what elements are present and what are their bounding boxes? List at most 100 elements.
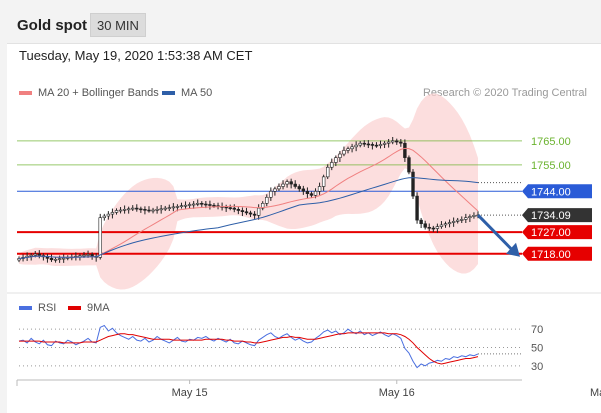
candle-body: [200, 202, 204, 205]
candle-body: [390, 140, 395, 143]
candle-body: [455, 219, 460, 222]
level-tag-support: [522, 246, 592, 261]
candle-body: [61, 257, 66, 260]
candle-body: [171, 206, 176, 209]
candle-body: [90, 254, 94, 257]
candle-body: [33, 253, 37, 256]
rsi-swatch: [19, 306, 32, 310]
candle-body: [236, 209, 241, 211]
ma50-swatch: [162, 91, 175, 95]
candle-body: [151, 209, 155, 212]
candle-body: [57, 258, 62, 260]
candle-body: [49, 258, 54, 261]
candle-body: [86, 254, 90, 256]
instrument-title: Gold spot: [17, 17, 87, 34]
candle-body: [82, 254, 86, 257]
candle-body: [435, 226, 440, 229]
chart-datetime: Tuesday, May 19, 2020 1:53:38 AM CET: [19, 48, 253, 63]
candle-body: [330, 162, 334, 168]
candle-body: [143, 209, 147, 211]
rsi-grid: 70 50 30: [7, 292, 601, 373]
candle-body: [297, 186, 301, 190]
bollinger-bands: [19, 93, 478, 290]
legend-ma50: MA 50: [162, 87, 212, 99]
interval-button[interactable]: 30 MIN: [90, 13, 146, 37]
candle-body: [386, 141, 391, 144]
candle-body: [293, 183, 297, 187]
candle-body: [346, 148, 350, 151]
candles: [17, 136, 480, 263]
candle-body: [338, 153, 342, 158]
candle-body: [443, 223, 448, 226]
chart-header: Gold spot 30 MIN: [7, 7, 601, 43]
candle-body: [334, 157, 338, 163]
level-tag-last: [522, 208, 592, 223]
candle-body: [358, 142, 362, 146]
legend-ma9-label: 9MA: [87, 302, 110, 314]
candle-body: [362, 142, 366, 145]
x-tick-label: May 19: [590, 387, 601, 399]
forecast-arrow-shaft: [476, 214, 516, 253]
candle-body: [382, 142, 387, 145]
legend-ma50-label: MA 50: [181, 87, 213, 99]
candle-body: [415, 195, 419, 221]
candle-body: [419, 219, 423, 225]
candle-body: [191, 203, 196, 206]
candle-body: [106, 213, 111, 217]
candle-body: [131, 207, 135, 210]
candle-body: [126, 208, 131, 211]
level-label: 1727.00: [531, 227, 571, 239]
legend-ma9: 9MA: [68, 302, 110, 314]
candle-body: [175, 206, 180, 208]
legend-ma-bb: MA 20 + Bollinger Bands: [19, 87, 159, 99]
candle-body: [411, 171, 415, 197]
candle-body: [326, 166, 330, 178]
research-credit: Research © 2020 Trading Central: [422, 87, 587, 99]
candle-body: [208, 204, 212, 206]
candle-body: [159, 208, 163, 211]
candle-body: [313, 190, 318, 196]
candle-body: [370, 144, 375, 146]
candle-body: [366, 143, 371, 146]
candle-body: [155, 209, 159, 211]
ma9-line: [19, 332, 479, 365]
ma9-swatch: [68, 306, 81, 310]
x-tick-label: May 15: [172, 387, 208, 399]
ma50-line: [18, 177, 479, 260]
legend-rsi: RSI: [19, 302, 56, 314]
candle-body: [265, 196, 269, 204]
candle-body: [45, 256, 50, 259]
level-label: 1744.00: [531, 186, 571, 198]
candle-body: [139, 208, 143, 211]
candle-body: [285, 181, 289, 185]
candle-body: [354, 144, 358, 148]
overlays: [18, 147, 522, 260]
candle-body: [395, 140, 399, 143]
x-axis: May 15 May 16 May 19: [16, 379, 601, 399]
rsi-level-label: 50: [531, 343, 543, 355]
candle-body: [374, 144, 379, 147]
candle-body: [427, 227, 431, 229]
candle-body: [244, 211, 249, 214]
ma-bb-swatch: [19, 91, 32, 95]
candle-body: [53, 258, 58, 261]
candle-body: [464, 217, 468, 220]
candle-body: [317, 186, 322, 192]
candle-body: [305, 190, 310, 194]
candle-body: [114, 210, 119, 213]
level-label: 1718.00: [531, 249, 571, 261]
candle-body: [256, 207, 261, 216]
candle-body: [281, 183, 285, 187]
candle-body: [423, 223, 427, 228]
candle-body: [78, 255, 82, 257]
candle-body: [248, 212, 253, 215]
legend-rsi-label: RSI: [38, 302, 57, 314]
candle-body: [196, 202, 200, 205]
candle-body: [407, 157, 411, 173]
candle-body: [447, 222, 452, 225]
candle-body: [468, 216, 472, 219]
rsi-panel: [18, 324, 522, 369]
candle-body: [110, 212, 115, 215]
level-label: 1734.09: [531, 210, 571, 222]
